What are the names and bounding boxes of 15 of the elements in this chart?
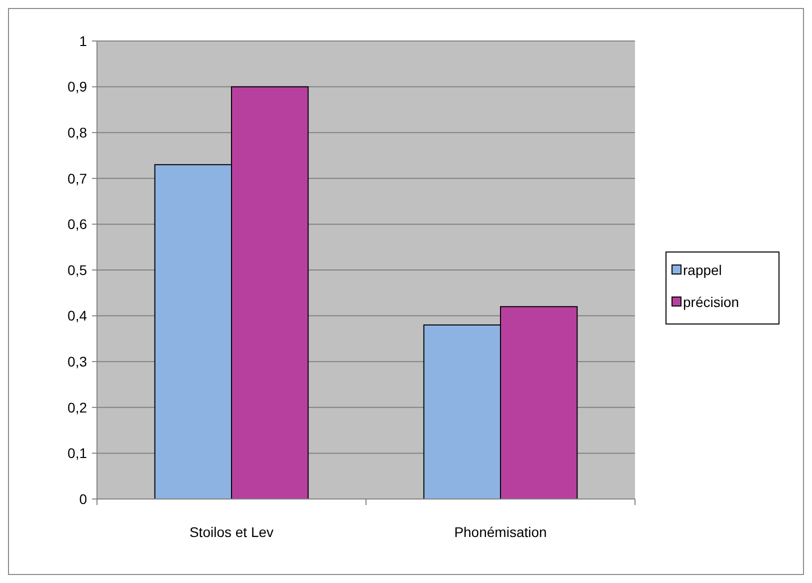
y-tick-label: 0,5 xyxy=(68,262,88,278)
y-tick-label: 0,6 xyxy=(68,216,88,232)
y-tick-label: 1 xyxy=(79,32,88,49)
y-tick-label: 0,3 xyxy=(68,354,88,370)
x-tick-label: Phonémisation xyxy=(454,524,547,540)
y-tick-label: 0 xyxy=(79,490,88,507)
y-tick-label: 0,7 xyxy=(68,170,88,186)
y-tick-label: 0,1 xyxy=(68,445,88,462)
legend-label: précision xyxy=(683,294,740,310)
y-tick-label: 0,9 xyxy=(68,78,88,95)
y-tick-label: 0,2 xyxy=(68,399,88,416)
y-tick-label: 0,8 xyxy=(68,124,88,140)
legend-label: rappel xyxy=(683,262,722,278)
x-tick-label: Stoilos et Lev xyxy=(189,524,274,540)
y-tick-label: 0,4 xyxy=(68,308,88,324)
